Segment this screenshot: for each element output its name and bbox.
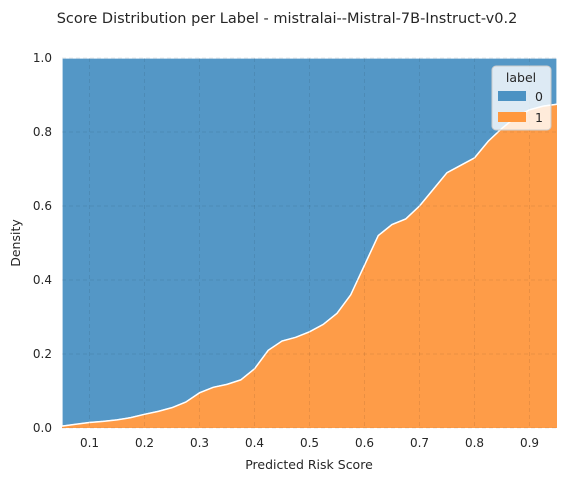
y-tick-label: 0.2: [33, 347, 52, 361]
legend-swatch-0: [498, 91, 526, 101]
x-tick-label: 0.5: [300, 436, 319, 450]
x-tick-label: 0.7: [410, 436, 429, 450]
x-tick-label: 0.9: [520, 436, 539, 450]
chart-title: Score Distribution per Label - mistralai…: [57, 11, 518, 27]
x-tick-label: 0.8: [465, 436, 484, 450]
legend-swatch-1: [498, 112, 526, 122]
legend-label-0: 0: [535, 89, 543, 104]
y-tick-label: 0.4: [33, 273, 52, 287]
area-series-1: [62, 104, 557, 428]
x-tick-label: 0.6: [355, 436, 374, 450]
y-tick-label: 1.0: [33, 51, 52, 65]
plot-area: [61, 57, 558, 429]
y-tick-label: 0.8: [33, 125, 52, 139]
x-tick-label: 0.3: [190, 436, 209, 450]
legend-label-1: 1: [535, 110, 543, 125]
series-boundary-line: [61, 103, 558, 427]
legend: label 0 1: [491, 65, 552, 131]
y-axis-label: Density: [8, 219, 23, 267]
y-tick-label: 0.0: [33, 421, 52, 435]
x-tick-label: 0.4: [245, 436, 264, 450]
y-axis: 0.0 0.2 0.4 0.6 0.8 1.0: [33, 51, 52, 435]
x-axis: 0.1 0.2 0.3 0.4 0.5 0.6 0.7 0.8 0.9: [80, 436, 539, 450]
x-axis-label: Predicted Risk Score: [245, 457, 373, 472]
legend-title: label: [506, 70, 536, 85]
x-tick-label: 0.2: [135, 436, 154, 450]
x-tick-label: 0.1: [80, 436, 99, 450]
y-tick-label: 0.6: [33, 199, 52, 213]
